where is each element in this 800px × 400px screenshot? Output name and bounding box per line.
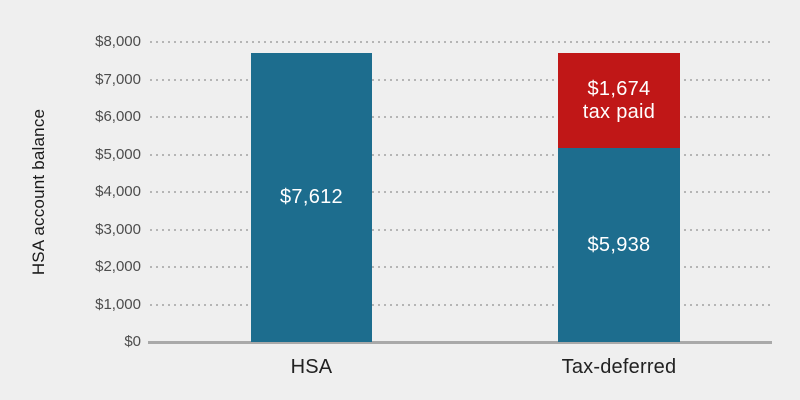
x-category-label: Tax-deferred [561,356,677,378]
y-tick-label: $4,000 [95,183,141,200]
y-tick-label: $3,000 [95,220,141,238]
y-tick-label: $0 [124,333,141,350]
bar-segment-hsa-account-balance: $7,612 [251,53,372,342]
y-tick-label: $8,000 [95,33,141,50]
bar-segment-tax-deferred-tax-paid: $1,674 tax paid [558,53,680,148]
y-tick-label: $1,000 [95,295,141,313]
x-axis-line [148,341,772,344]
y-tick-label: $5,000 [95,145,141,163]
gridline [150,228,772,231]
x-category-label: HSA [290,356,333,378]
bar-value-label: $5,938 [587,233,651,256]
bar-value-label: $7,612 [280,186,343,208]
y-tick-label: $7,000 [95,70,141,88]
bar-segment-tax-deferred-account-balance: $5,938 [558,148,680,342]
gridline [150,41,772,43]
gridline [150,78,772,81]
y-tick-label: $6,000 [95,108,141,125]
gridline [150,116,772,118]
gridline [150,191,772,193]
y-tick-label: $2,000 [95,258,141,275]
bar-sublabel: tax paid [582,100,656,123]
gridline [150,303,772,306]
gridline [150,266,772,268]
gridline [150,153,772,156]
bar-value-label: $1,674 [587,77,651,100]
